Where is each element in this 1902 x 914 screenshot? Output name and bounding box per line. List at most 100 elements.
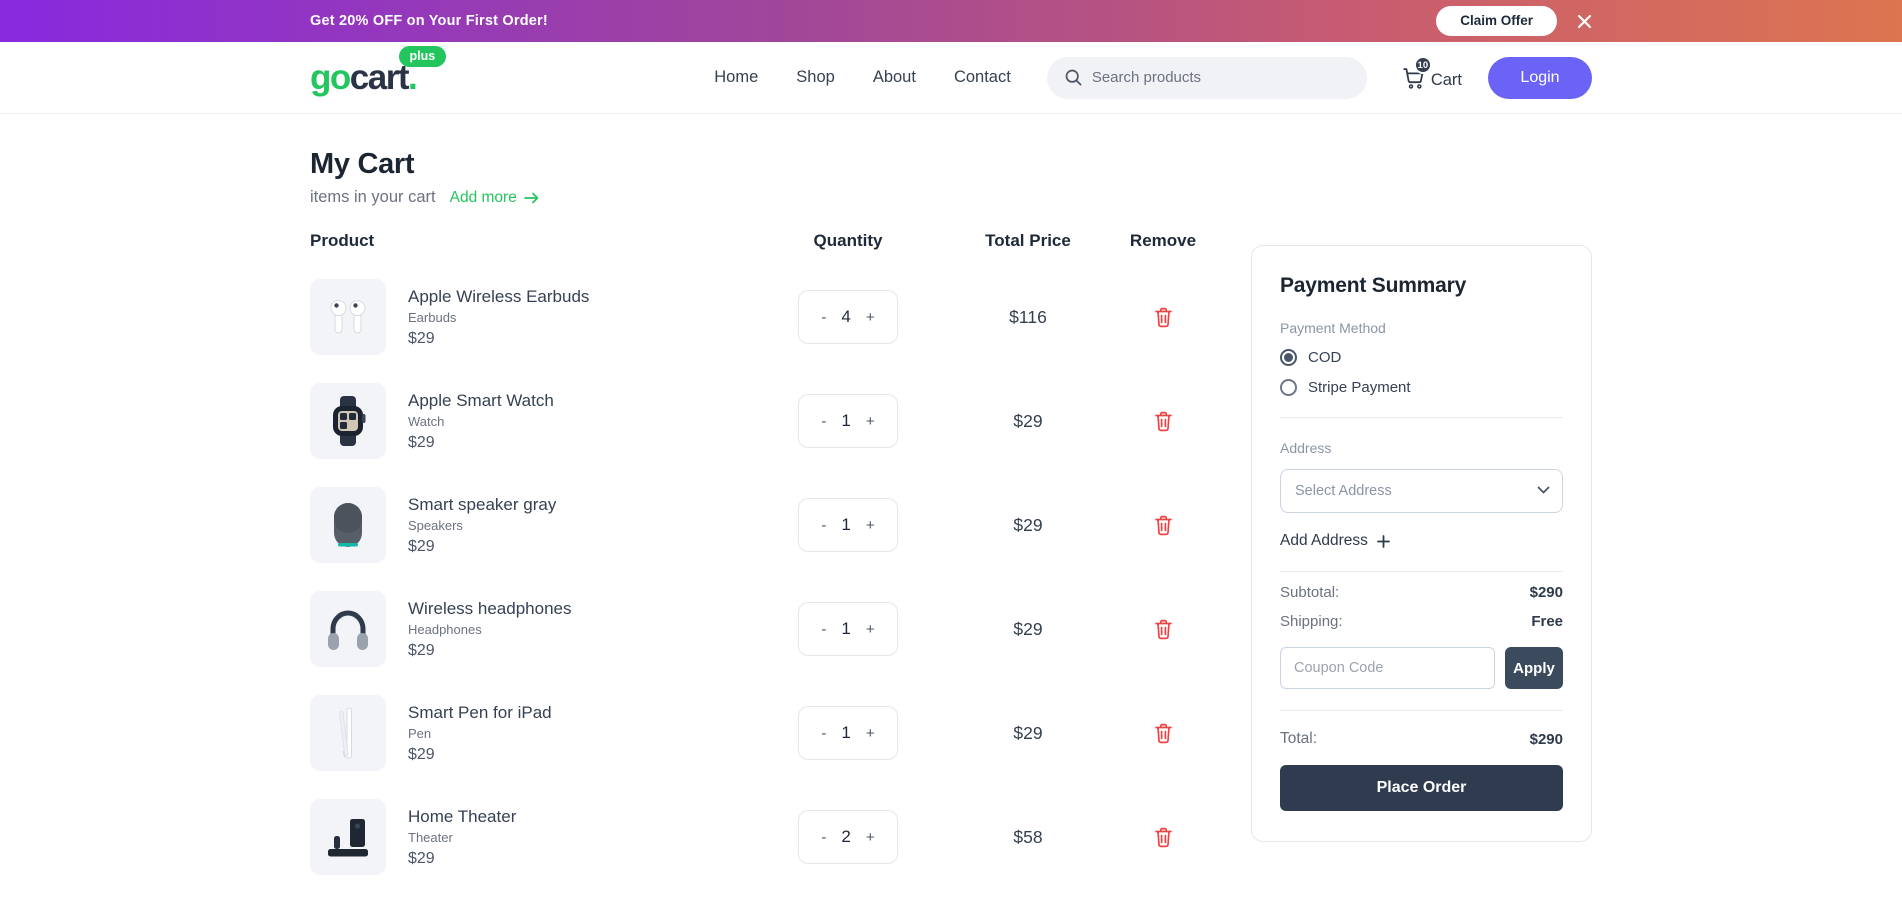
increase-quantity-button[interactable]: + — [865, 828, 875, 846]
cart-item-row: Smart speaker gray Speakers $29 - 1 + $2… — [310, 487, 1218, 563]
decrease-quantity-button[interactable]: - — [821, 828, 827, 846]
add-more-link[interactable]: Add more — [450, 189, 539, 207]
payment-method-label-text: COD — [1308, 349, 1342, 366]
remove-item-button[interactable] — [1154, 723, 1173, 744]
product-image — [310, 591, 386, 667]
place-order-button[interactable]: Place Order — [1280, 765, 1563, 811]
product-image — [310, 279, 386, 355]
payment-summary-title: Payment Summary — [1280, 274, 1467, 297]
cart-item-row: Apple Wireless Earbuds Earbuds $29 - 4 +… — [310, 279, 1218, 355]
plus-icon — [1377, 534, 1390, 548]
product-image — [310, 695, 386, 771]
cart-label: Cart — [1430, 71, 1462, 89]
total-value: $290 — [1529, 730, 1563, 748]
product-unit-price: $29 — [408, 849, 435, 867]
coupon-code-input[interactable] — [1280, 647, 1495, 689]
cart-item-row: Wireless headphones Headphones $29 - 1 +… — [310, 591, 1218, 667]
cart-item-row: Apple Smart Watch Watch $29 - 1 + $29 — [310, 383, 1218, 459]
remove-item-button[interactable] — [1154, 515, 1173, 536]
nav-contact[interactable]: Contact — [953, 68, 1011, 86]
radio-selected-icon[interactable] — [1280, 349, 1297, 366]
divider — [1280, 571, 1563, 572]
search-input[interactable] — [1091, 69, 1349, 86]
trash-icon — [1154, 515, 1172, 535]
remove-item-button[interactable] — [1154, 619, 1173, 640]
quantity-value: 1 — [841, 411, 851, 430]
page-title: My Cart — [310, 148, 415, 180]
increase-quantity-button[interactable]: + — [865, 516, 875, 534]
arrow-right-icon — [523, 192, 539, 203]
product-unit-price: $29 — [408, 329, 435, 347]
payment-method-stripe-payment[interactable]: Stripe Payment — [1280, 379, 1563, 396]
subtotal-value: $290 — [1529, 584, 1563, 601]
decrease-quantity-button[interactable]: - — [821, 620, 827, 638]
address-label: Address — [1280, 440, 1332, 456]
product-unit-price: $29 — [408, 433, 435, 451]
product-unit-price: $29 — [408, 745, 435, 763]
product-unit-price: $29 — [408, 537, 435, 555]
remove-item-button[interactable] — [1154, 411, 1173, 432]
apply-coupon-button[interactable]: Apply — [1505, 647, 1563, 689]
increase-quantity-button[interactable]: + — [865, 724, 875, 742]
close-icon — [1577, 14, 1592, 28]
nav-about[interactable]: About — [872, 68, 916, 86]
product-category: Theater — [408, 829, 453, 845]
cart-subtitle: items in your cart — [310, 188, 436, 206]
remove-item-button[interactable] — [1154, 307, 1173, 328]
increase-quantity-button[interactable]: + — [865, 412, 875, 430]
search-icon — [1065, 69, 1082, 86]
radio-unselected-icon[interactable] — [1280, 379, 1297, 396]
row-total-price: $58 — [1013, 826, 1043, 847]
banner-close-button[interactable] — [1577, 14, 1592, 29]
search-bar[interactable] — [1046, 56, 1367, 99]
product-category: Speakers — [408, 517, 463, 533]
login-button[interactable]: Login — [1488, 56, 1592, 99]
site-header: gocart. plus Home Shop About Contact 10 … — [0, 42, 1902, 114]
divider — [1280, 417, 1563, 418]
product-unit-price: $29 — [408, 641, 435, 659]
address-select[interactable]: Select Address — [1280, 469, 1563, 513]
cart-link[interactable]: 10 Cart — [1401, 56, 1462, 90]
trash-icon — [1154, 619, 1172, 639]
payment-summary-panel: Payment Summary Payment Method COD Stripe… — [1251, 245, 1592, 842]
add-address-button[interactable]: Add Address — [1280, 532, 1390, 550]
product-name: Smart Pen for iPad — [408, 702, 552, 722]
promo-banner: Get 20% OFF on Your First Order! Claim O… — [0, 0, 1902, 42]
gocart-logo[interactable]: gocart. plus — [310, 46, 447, 95]
nav-home[interactable]: Home — [714, 68, 759, 86]
trash-icon — [1154, 307, 1172, 327]
shipping-value: Free — [1531, 613, 1563, 630]
cart-item-row: Smart Pen for iPad Pen $29 - 1 + $29 — [310, 695, 1218, 771]
quantity-value: 1 — [841, 723, 851, 742]
remove-item-button[interactable] — [1154, 827, 1173, 848]
payment-method-cod[interactable]: COD — [1280, 349, 1563, 366]
main-nav: Home Shop About Contact — [714, 68, 1011, 87]
decrease-quantity-button[interactable]: - — [821, 516, 827, 534]
quantity-value: 2 — [841, 827, 851, 846]
cart-table: Product Quantity Total Price Remove Appl… — [310, 231, 1218, 875]
product-category: Headphones — [408, 621, 482, 637]
product-image — [310, 799, 386, 875]
increase-quantity-button[interactable]: + — [865, 620, 875, 638]
product-name: Wireless headphones — [408, 598, 572, 618]
row-total-price: $29 — [1013, 514, 1043, 535]
quantity-stepper: - 1 + — [798, 706, 898, 760]
divider — [1280, 710, 1563, 711]
payment-method-label-text: Stripe Payment — [1308, 379, 1411, 396]
quantity-stepper: - 4 + — [798, 290, 898, 344]
quantity-value: 4 — [841, 307, 851, 326]
increase-quantity-button[interactable]: + — [865, 308, 875, 326]
trash-icon — [1154, 723, 1172, 743]
decrease-quantity-button[interactable]: - — [821, 724, 827, 742]
decrease-quantity-button[interactable]: - — [821, 308, 827, 326]
product-name: Home Theater — [408, 806, 517, 826]
quantity-stepper: - 1 + — [798, 498, 898, 552]
product-category: Pen — [408, 725, 432, 741]
cart-count-badge: 10 — [1413, 56, 1432, 74]
quantity-stepper: - 2 + — [798, 810, 898, 864]
claim-offer-button[interactable]: Claim Offer — [1436, 6, 1557, 36]
row-total-price: $29 — [1013, 410, 1043, 431]
nav-shop[interactable]: Shop — [796, 68, 835, 86]
column-remove: Remove — [1129, 231, 1197, 250]
decrease-quantity-button[interactable]: - — [821, 412, 827, 430]
